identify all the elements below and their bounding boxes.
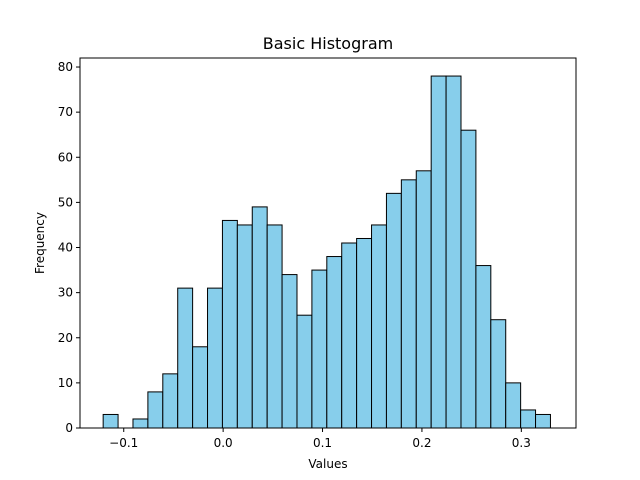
y-tick-label: 50 (58, 195, 73, 209)
y-axis-ticks: 0 10 20 30 40 50 60 70 80 (58, 60, 80, 435)
histogram-bar (296, 314, 313, 429)
histogram-bar (371, 224, 387, 429)
histogram-bar (490, 319, 507, 429)
y-tick-label: 70 (58, 105, 73, 119)
histogram-bar (400, 179, 417, 429)
histogram-bar (281, 274, 298, 429)
histogram-bar (505, 382, 522, 429)
histogram-bar (460, 129, 477, 429)
histogram-bar (385, 192, 402, 429)
histogram-bar (207, 287, 223, 429)
histogram-bar (535, 413, 551, 429)
x-tick-label: 0.3 (512, 436, 531, 450)
histogram-bar (177, 287, 194, 429)
histogram-bar (236, 224, 253, 429)
y-axis-label: Frequency (33, 212, 47, 274)
chart-title: Basic Histogram (263, 34, 393, 53)
x-tick-label: 0.2 (412, 436, 431, 450)
histogram-bar (102, 413, 119, 429)
x-tick-label: 0.1 (313, 436, 332, 450)
histogram-bar (445, 75, 462, 429)
histogram-bar (475, 265, 492, 429)
y-tick-label: 0 (65, 421, 73, 435)
y-tick-label: 80 (58, 60, 73, 74)
histogram-bar (192, 346, 209, 429)
x-tick-label: −0.1 (109, 436, 138, 450)
y-tick-label: 40 (58, 241, 73, 255)
y-tick-label: 60 (58, 150, 73, 164)
histogram-bar (221, 219, 238, 429)
histogram-bar (132, 418, 149, 429)
histogram-bar (326, 256, 343, 429)
histogram-bar (430, 75, 447, 429)
bars-group (102, 75, 551, 429)
histogram-bar (251, 206, 268, 429)
histogram-bar (341, 242, 358, 429)
histogram-bar (415, 170, 432, 429)
histogram-bar (311, 269, 328, 429)
x-axis-label: Values (308, 457, 347, 471)
x-axis-ticks: −0.1 0.0 0.1 0.2 0.3 (109, 428, 531, 450)
y-tick-label: 10 (58, 376, 73, 390)
histogram-bar (356, 237, 373, 429)
y-tick-label: 20 (58, 331, 73, 345)
y-tick-label: 30 (58, 286, 73, 300)
plot-frame (79, 57, 577, 429)
histogram-bar (520, 409, 537, 429)
histogram-bar (147, 391, 164, 429)
histogram-bar (266, 224, 283, 429)
histogram-bar (162, 373, 179, 429)
x-tick-label: 0.0 (214, 436, 233, 450)
